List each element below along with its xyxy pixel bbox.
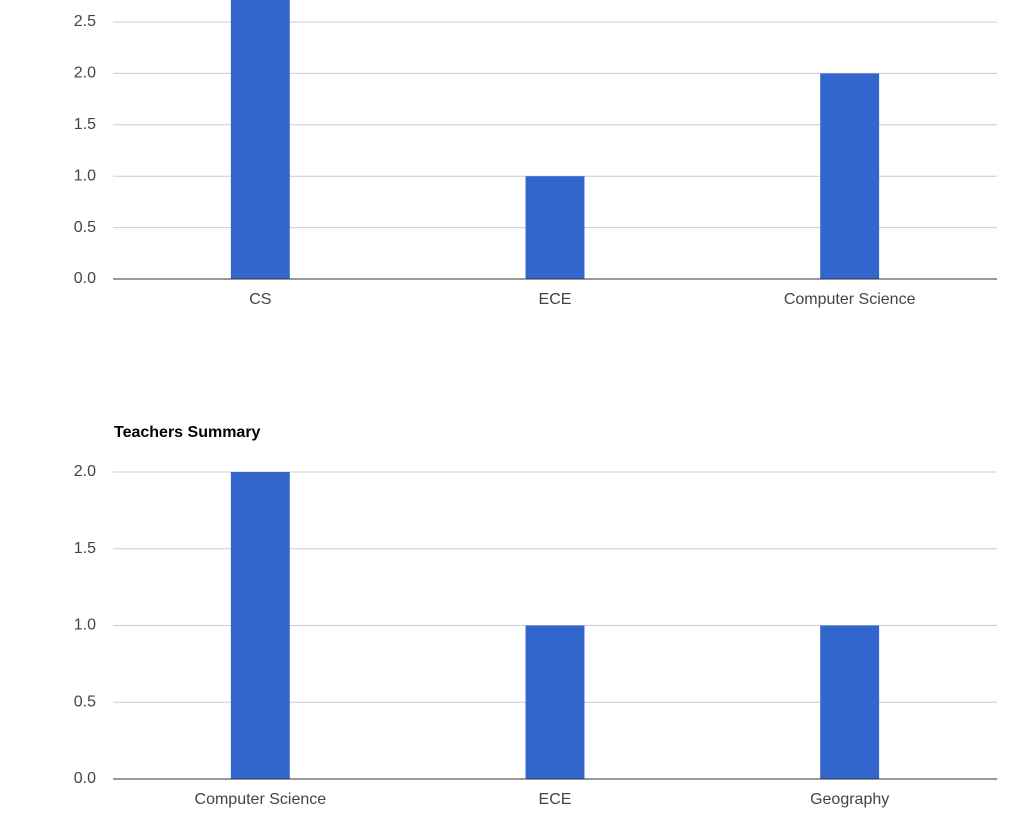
y-tick-label: 2.0 bbox=[74, 463, 96, 480]
y-tick-label: 0.0 bbox=[74, 770, 96, 787]
y-tick-label: 0.0 bbox=[74, 270, 96, 287]
x-tick-label: Geography bbox=[810, 791, 889, 808]
x-tick-label: CS bbox=[249, 291, 271, 308]
x-tick-label: ECE bbox=[539, 791, 572, 808]
bar bbox=[820, 625, 880, 779]
x-tick-label: Computer Science bbox=[195, 791, 327, 808]
bar bbox=[525, 176, 585, 279]
x-tick-label: ECE bbox=[539, 291, 572, 308]
x-tick-label: Computer Science bbox=[784, 291, 916, 308]
bar bbox=[230, 0, 290, 279]
bar bbox=[525, 625, 585, 779]
y-tick-label: 1.0 bbox=[74, 167, 96, 184]
y-tick-label: 1.0 bbox=[74, 617, 96, 634]
y-tick-label: 0.5 bbox=[74, 693, 96, 710]
chart-title: Teachers Summary bbox=[114, 424, 261, 441]
y-tick-label: 1.5 bbox=[74, 540, 96, 557]
y-tick-label: 1.5 bbox=[74, 116, 96, 133]
bar bbox=[230, 472, 290, 779]
bar bbox=[820, 73, 880, 280]
y-tick-label: 2.0 bbox=[74, 65, 96, 82]
y-tick-label: 2.5 bbox=[74, 13, 96, 30]
y-tick-label: 0.5 bbox=[74, 219, 96, 236]
